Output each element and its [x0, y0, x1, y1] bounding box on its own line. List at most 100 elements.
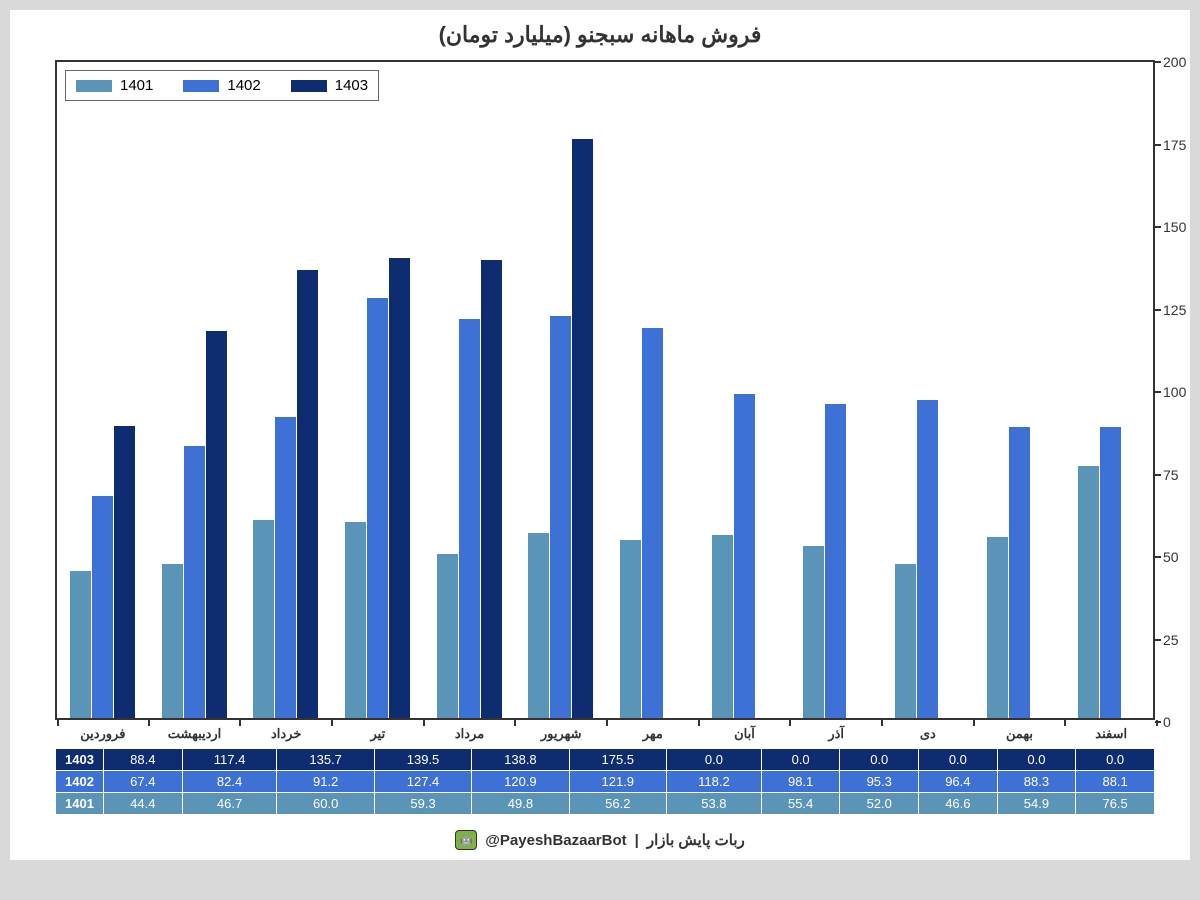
legend-swatch [76, 80, 112, 92]
legend-label: 1403 [335, 77, 368, 94]
bar-1401 [70, 571, 91, 718]
table-cell: 52.0 [840, 793, 919, 815]
bar-1401 [712, 535, 733, 718]
table-cell: 95.3 [840, 771, 919, 793]
table-cell: 120.9 [472, 771, 569, 793]
x-tick-label: مهر [643, 726, 663, 742]
bar-1401 [345, 522, 366, 718]
table-cell: 175.5 [569, 749, 666, 771]
y-tick-label: 200 [1163, 54, 1200, 70]
table-cell: 0.0 [666, 749, 761, 771]
bar-1401 [162, 564, 183, 718]
table-row-label: 1402 [56, 771, 104, 793]
table-cell: 0.0 [761, 749, 840, 771]
x-tick [1156, 720, 1158, 726]
table-cell: 135.7 [277, 749, 374, 771]
y-tick [1155, 639, 1161, 641]
table-cell: 139.5 [374, 749, 471, 771]
table-row-label: 1401 [56, 793, 104, 815]
bot-icon: 🤖 [455, 830, 477, 850]
bar-1402 [917, 400, 938, 718]
legend-swatch [183, 80, 219, 92]
x-tick-label: بهمن [1006, 726, 1033, 742]
y-tick [1155, 226, 1161, 228]
bar-1403 [114, 426, 135, 718]
x-tick-label: شهریور [541, 726, 582, 742]
x-tick-label: اسفند [1095, 726, 1127, 742]
bar-1402 [1100, 427, 1121, 718]
table-cell: 0.0 [840, 749, 919, 771]
table-cell: 117.4 [182, 749, 277, 771]
bar-1403 [297, 270, 318, 718]
x-tick-label: فروردین [80, 726, 125, 742]
table-cell: 118.2 [666, 771, 761, 793]
bar-1401 [437, 554, 458, 718]
x-tick [973, 720, 975, 726]
bar-1402 [642, 328, 663, 718]
legend-label: 1401 [120, 77, 153, 94]
y-tick-label: 0 [1163, 714, 1200, 730]
table-cell: 46.7 [182, 793, 277, 815]
y-tick-label: 50 [1163, 549, 1200, 565]
table-cell: 127.4 [374, 771, 471, 793]
bar-1403 [206, 331, 227, 718]
y-tick-label: 175 [1163, 137, 1200, 153]
table-row: 140144.446.760.059.349.856.253.855.452.0… [56, 793, 1155, 815]
x-tick-label: مرداد [455, 726, 484, 742]
x-tick-label: تیر [370, 726, 385, 742]
y-tick [1155, 556, 1161, 558]
table-cell: 56.2 [569, 793, 666, 815]
y-tick [1155, 61, 1161, 63]
x-tick-label: آذر [828, 726, 844, 742]
table-row-label: 1403 [56, 749, 104, 771]
bar-1402 [459, 319, 480, 718]
y-tick [1155, 309, 1161, 311]
x-tick [1064, 720, 1066, 726]
bar-1401 [987, 537, 1008, 718]
bar-1403 [572, 139, 593, 718]
bar-1403 [389, 258, 410, 718]
x-tick [789, 720, 791, 726]
table-cell: 98.1 [761, 771, 840, 793]
x-tick [606, 720, 608, 726]
table-cell: 60.0 [277, 793, 374, 815]
table-cell: 53.8 [666, 793, 761, 815]
table-cell: 0.0 [997, 749, 1076, 771]
x-tick-label: خرداد [271, 726, 301, 742]
bar-1401 [620, 540, 641, 718]
bar-1402 [734, 394, 755, 718]
x-tick [148, 720, 150, 726]
x-tick [423, 720, 425, 726]
bar-1402 [184, 446, 205, 718]
table-cell: 55.4 [761, 793, 840, 815]
bar-1401 [1078, 466, 1099, 718]
legend: 1401 1402 1403 [65, 70, 379, 101]
legend-item-1403: 1403 [291, 77, 368, 94]
x-tick-label: اردیبهشت [168, 726, 222, 742]
y-tick [1155, 474, 1161, 476]
bar-1401 [803, 546, 824, 718]
x-tick [331, 720, 333, 726]
y-tick-label: 125 [1163, 302, 1200, 318]
y-tick-label: 25 [1163, 632, 1200, 648]
y-tick [1155, 144, 1161, 146]
table-row: 140388.4117.4135.7139.5138.8175.50.00.00… [56, 749, 1155, 771]
y-tick-label: 150 [1163, 219, 1200, 235]
legend-swatch [291, 80, 327, 92]
y-tick-label: 75 [1163, 467, 1200, 483]
x-tick-label: دی [920, 726, 936, 742]
bar-1402 [367, 298, 388, 718]
bar-1402 [275, 417, 296, 718]
table-cell: 54.9 [997, 793, 1076, 815]
y-tick-label: 100 [1163, 384, 1200, 400]
bar-1402 [1009, 427, 1030, 718]
table-cell: 88.3 [997, 771, 1076, 793]
footer-text: ربات پایش بازار [647, 831, 745, 849]
chart-title: فروش ماهانه سبجنو (میلیارد تومان) [10, 10, 1190, 56]
footer-handle: @PayeshBazaarBot [485, 832, 626, 849]
table-cell: 96.4 [919, 771, 998, 793]
chart-container: فروش ماهانه سبجنو (میلیارد تومان) 1401 1… [10, 10, 1190, 860]
plot-area: 1401 1402 1403 0255075100125150175200فرو… [55, 60, 1155, 720]
table-cell: 0.0 [1076, 749, 1155, 771]
x-tick [239, 720, 241, 726]
